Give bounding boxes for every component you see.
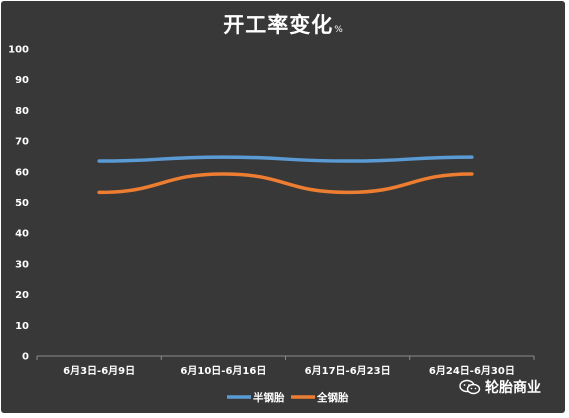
x-category-label: 6月3日-6月9日 [63, 365, 135, 377]
watermark: 轮胎商业 [459, 377, 541, 397]
y-tick-label: 60 [15, 167, 29, 178]
x-category-label: 6月17日-6月23日 [305, 365, 391, 377]
y-tick-label: 30 [15, 259, 29, 270]
y-tick-label: 10 [15, 321, 29, 332]
legend: 半钢胎 全钢胎 [227, 391, 349, 404]
chart-title: 开工率变化% [1, 9, 565, 39]
line-chart: 0 10 20 30 40 50 60 70 80 90 100 6月3日-6月9日 6月10日-6月… [8, 45, 535, 404]
chart-frame: 开工率变化% 0 10 20 30 40 50 60 70 80 90 100 6月3日-6月9日 6… [1, 1, 565, 413]
watermark-text: 轮胎商业 [485, 380, 541, 396]
x-category-label: 6月24日-6月30日 [429, 365, 515, 377]
y-tick-label: 50 [15, 198, 29, 209]
series-line-1 [97, 155, 474, 163]
y-tick-label: 70 [15, 137, 29, 148]
y-tick-label: 0 [22, 352, 29, 363]
legend-label: 半钢胎 [253, 391, 285, 404]
y-tick-label: 20 [15, 290, 29, 301]
x-category-label: 6月10日-6月16日 [180, 365, 266, 377]
y-axis: 0 10 20 30 40 50 60 70 80 90 100 [8, 45, 29, 363]
chart-title-unit: % [334, 25, 343, 35]
y-tick-label: 40 [15, 229, 29, 240]
chart-title-text: 开工率变化 [223, 13, 334, 37]
y-tick-label: 100 [8, 45, 29, 56]
y-tick-label: 90 [15, 75, 29, 86]
legend-label: 全钢胎 [316, 391, 349, 404]
series-group [97, 155, 474, 195]
x-axis: 6月3日-6月9日 6月10日-6月16日 6月17日-6月23日 6月24日-6月3… [36, 356, 535, 377]
y-tick-label: 80 [15, 106, 29, 117]
series-line-2 [97, 172, 474, 195]
wechat-icon [459, 379, 481, 395]
